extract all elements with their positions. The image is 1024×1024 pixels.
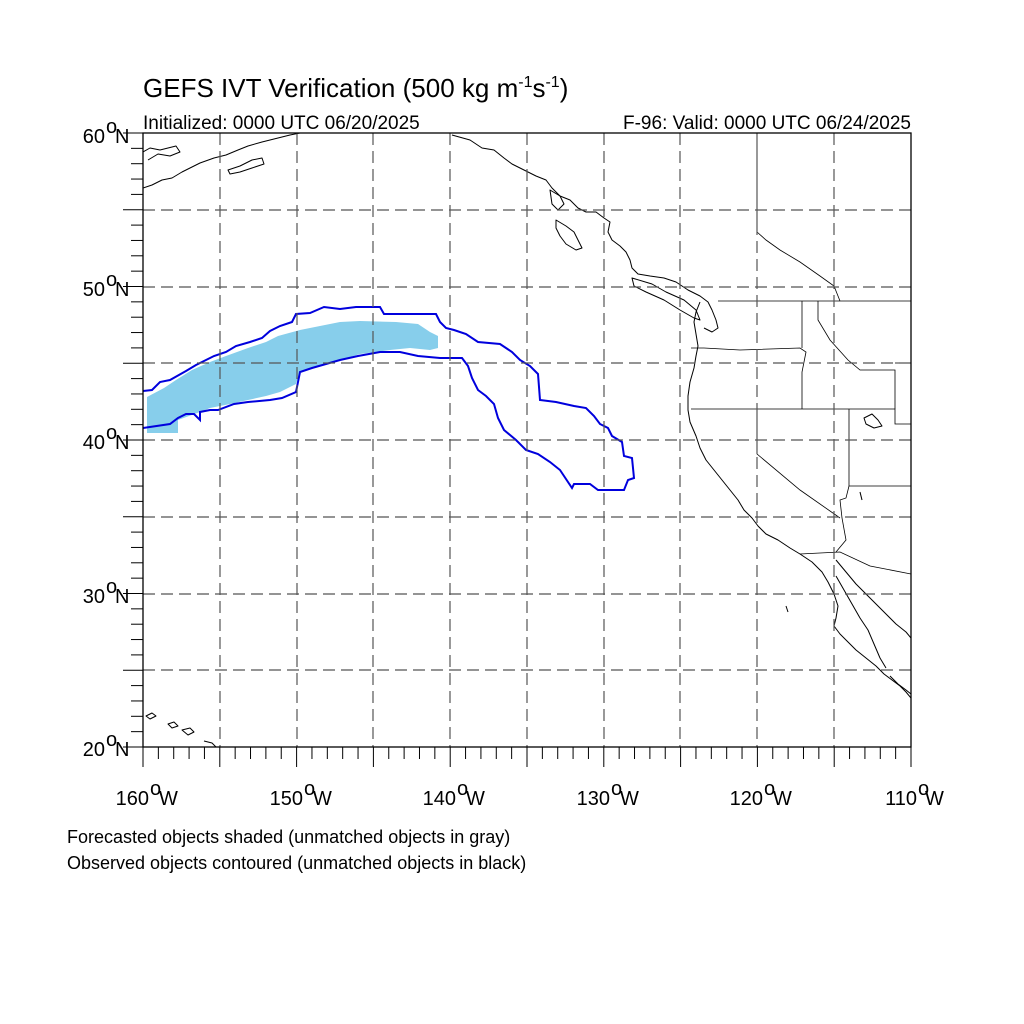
alaska-coast <box>143 133 301 189</box>
svg-text:o: o <box>106 116 117 138</box>
svg-text:o: o <box>106 729 117 751</box>
svg-text:o: o <box>457 778 468 800</box>
svg-text:o: o <box>106 576 117 598</box>
svg-text:W: W <box>313 788 332 810</box>
lon-label-150: 150 <box>270 788 303 810</box>
lon-label-110: 110 <box>885 788 917 810</box>
init-time-label: Initialized: 0000 UTC 06/20/2025 <box>143 113 420 134</box>
svg-text:o: o <box>764 778 775 800</box>
hawaii-islands <box>145 712 157 720</box>
svg-text:N: N <box>115 586 129 608</box>
svg-text:W: W <box>466 788 485 810</box>
axis-ticks <box>123 132 912 767</box>
observed-ivt-contour <box>143 305 636 491</box>
map-title: GEFS IVT Verification (500 kg m-1s-1) <box>143 73 568 103</box>
svg-text:W: W <box>620 788 639 810</box>
svg-text:o: o <box>106 422 117 444</box>
lon-label-130: 130 <box>577 788 610 810</box>
svg-text:N: N <box>115 126 129 148</box>
map-gridlines <box>143 133 911 747</box>
svg-text:N: N <box>115 739 129 761</box>
svg-text:N: N <box>115 432 129 454</box>
legend-observed-note: Observed objects contoured (unmatched ob… <box>67 853 526 873</box>
lat-label-30: 30 <box>83 586 105 608</box>
svg-text:W: W <box>925 788 944 810</box>
svg-text:o: o <box>304 778 315 800</box>
svg-text:N: N <box>115 279 129 301</box>
us-west-coast <box>687 301 911 699</box>
lat-label-40: 40 <box>83 432 105 454</box>
political-borders <box>691 133 911 575</box>
lon-label-140: 140 <box>423 788 456 810</box>
longitude-labels: 160 150 140 130 120 110 o o o o o o W W … <box>116 778 944 810</box>
valid-time-label: F-96: Valid: 0000 UTC 06/24/2025 <box>623 113 911 134</box>
lat-label-50: 50 <box>83 279 105 301</box>
svg-text:o: o <box>611 778 622 800</box>
forecast-ivt-object <box>147 321 438 433</box>
latitude-labels: 60 50 40 30 20 o o o o o N N N N N <box>83 116 130 761</box>
svg-text:W: W <box>159 788 178 810</box>
panhandle-coast <box>451 134 719 333</box>
svg-text:o: o <box>918 778 929 800</box>
svg-text:o: o <box>150 778 161 800</box>
lon-label-160: 160 <box>116 788 149 810</box>
svg-text:W: W <box>773 788 792 810</box>
legend-forecast-note: Forecasted objects shaded (unmatched obj… <box>67 827 510 847</box>
lon-label-120: 120 <box>730 788 763 810</box>
lat-label-60: 60 <box>83 126 105 148</box>
lat-label-20: 20 <box>83 739 105 761</box>
svg-text:o: o <box>106 269 117 291</box>
